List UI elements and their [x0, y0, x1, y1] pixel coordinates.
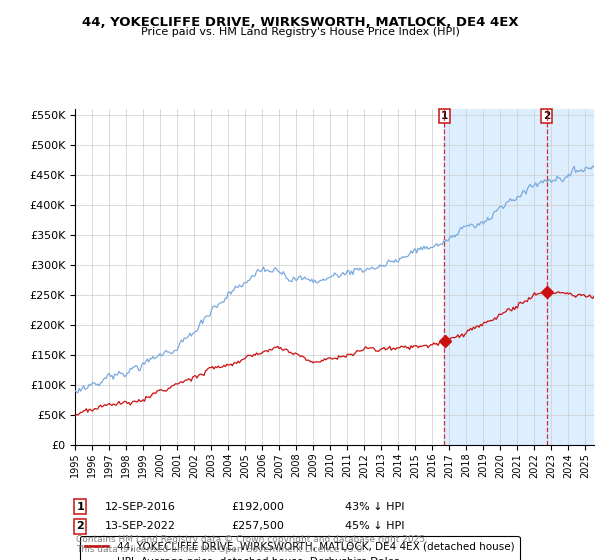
- Text: £192,000: £192,000: [231, 502, 284, 512]
- Text: 2: 2: [543, 111, 550, 121]
- Text: 43% ↓ HPI: 43% ↓ HPI: [345, 502, 404, 512]
- Legend: 44, YOKECLIFFE DRIVE, WIRKSWORTH, MATLOCK, DE4 4EX (detached house), HPI: Averag: 44, YOKECLIFFE DRIVE, WIRKSWORTH, MATLOC…: [80, 536, 520, 560]
- Text: £257,500: £257,500: [231, 521, 284, 531]
- Bar: [445, 109, 594, 445]
- Text: 1: 1: [441, 111, 448, 121]
- Text: Contains HM Land Registry data © Crown copyright and database right 2025.
This d: Contains HM Land Registry data © Crown c…: [76, 535, 428, 554]
- Text: 45% ↓ HPI: 45% ↓ HPI: [345, 521, 404, 531]
- Text: 2: 2: [76, 521, 84, 531]
- Text: Price paid vs. HM Land Registry's House Price Index (HPI): Price paid vs. HM Land Registry's House …: [140, 27, 460, 37]
- Text: 1: 1: [76, 502, 84, 512]
- Text: 44, YOKECLIFFE DRIVE, WIRKSWORTH, MATLOCK, DE4 4EX: 44, YOKECLIFFE DRIVE, WIRKSWORTH, MATLOC…: [82, 16, 518, 29]
- Text: 13-SEP-2022: 13-SEP-2022: [105, 521, 176, 531]
- Text: 12-SEP-2016: 12-SEP-2016: [105, 502, 176, 512]
